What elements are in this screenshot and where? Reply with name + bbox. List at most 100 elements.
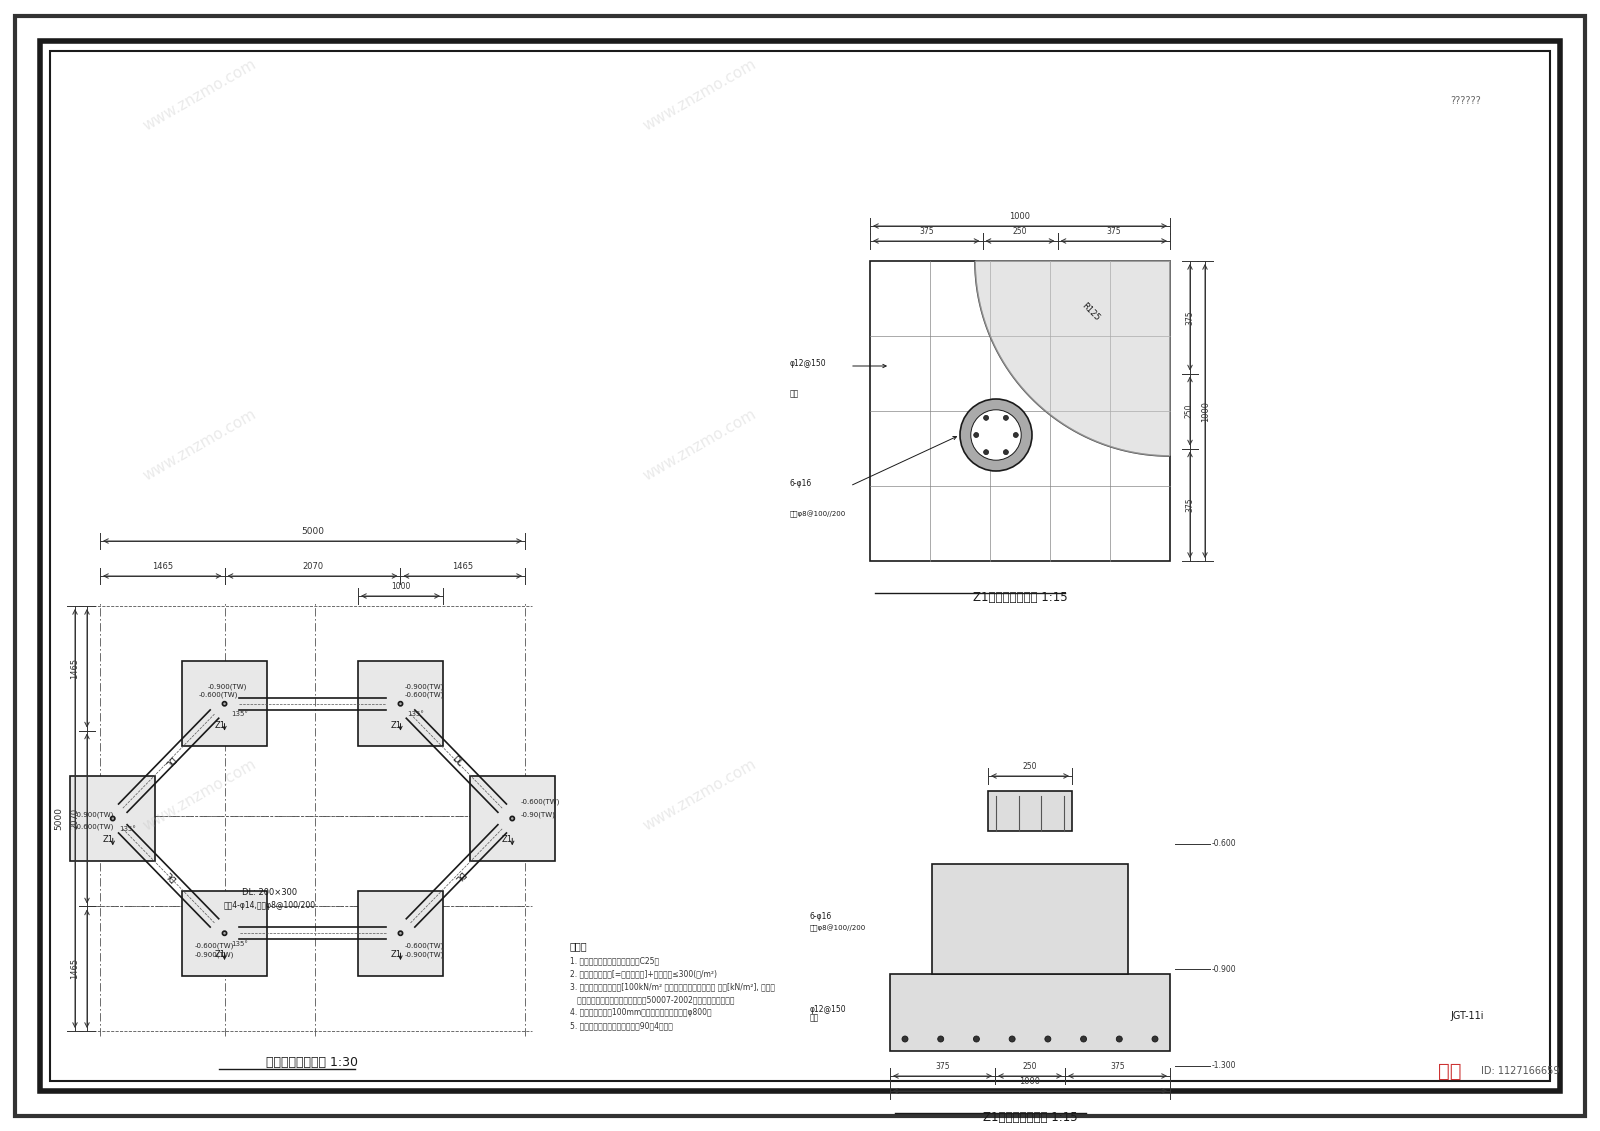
Text: 5000: 5000	[54, 808, 62, 830]
Text: 1465: 1465	[152, 562, 173, 571]
Text: 375: 375	[1107, 227, 1122, 236]
Text: 250: 250	[1022, 762, 1037, 771]
Circle shape	[398, 931, 403, 935]
Text: -0.900: -0.900	[1213, 965, 1237, 974]
Bar	[358, 662, 443, 746]
Text: Z1基础配筋剥面图 1:15: Z1基础配筋剥面图 1:15	[982, 1111, 1077, 1124]
Text: -1.300: -1.300	[1213, 1062, 1237, 1071]
Text: -0.90(TW): -0.90(TW)	[520, 811, 555, 818]
Text: -0.600(TW): -0.600(TW)	[198, 692, 238, 699]
Circle shape	[510, 817, 514, 821]
Text: -0.900(TW): -0.900(TW)	[405, 951, 445, 958]
Circle shape	[1045, 1036, 1051, 1042]
Circle shape	[938, 1036, 944, 1042]
Text: 135°: 135°	[120, 827, 136, 832]
Text: 4. 凡图中标注直径100mm孔用中心方标高及层为φ800。: 4. 凡图中标注直径100mm孔用中心方标高及层为φ800。	[570, 1008, 712, 1017]
Text: φ12@150: φ12@150	[790, 359, 827, 368]
Circle shape	[973, 1036, 979, 1042]
Text: 375: 375	[1186, 498, 1194, 512]
Text: DL: 200×300: DL: 200×300	[243, 888, 298, 897]
Text: -0.600: -0.600	[1213, 839, 1237, 848]
Circle shape	[1152, 1036, 1158, 1042]
Polygon shape	[974, 261, 1170, 456]
Text: Z1: Z1	[390, 950, 402, 959]
Text: 1000: 1000	[1202, 400, 1210, 422]
Text: -0.600(TW): -0.600(TW)	[405, 692, 445, 699]
Bar	[182, 891, 267, 976]
Text: 层回串参照《建筑地基设计规范》50007-2002进行地基加固处理。: 层回串参照《建筑地基设计规范》50007-2002进行地基加固处理。	[570, 995, 734, 1004]
Text: 双向: 双向	[810, 1013, 819, 1022]
Text: Z1: Z1	[502, 836, 514, 845]
Text: www.znzmo.com: www.znzmo.com	[640, 757, 760, 834]
Text: 375: 375	[1186, 310, 1194, 325]
Text: JGT-11i: JGT-11i	[1450, 1011, 1483, 1021]
Text: -0.900(TW): -0.900(TW)	[208, 683, 246, 690]
Text: 说明：: 说明：	[570, 941, 587, 951]
Text: 375: 375	[1110, 1062, 1125, 1071]
Text: -0.900(TW): -0.900(TW)	[195, 951, 234, 958]
Text: Z1: Z1	[390, 720, 402, 729]
Circle shape	[110, 817, 115, 821]
Text: 375: 375	[918, 227, 933, 236]
Circle shape	[1013, 432, 1018, 438]
Text: 箍筋φ8@100//200: 箍筋φ8@100//200	[790, 510, 846, 518]
Circle shape	[1003, 415, 1008, 421]
Text: 景观亭基础平面图 1:30: 景观亭基础平面图 1:30	[267, 1056, 358, 1070]
Text: DL: DL	[162, 754, 176, 768]
Text: 1000: 1000	[1010, 211, 1030, 221]
Text: www.znzmo.com: www.znzmo.com	[640, 407, 760, 484]
Text: 1465: 1465	[70, 958, 78, 979]
Text: 6-φ16: 6-φ16	[790, 480, 813, 487]
Circle shape	[222, 931, 227, 935]
Circle shape	[1003, 450, 1008, 455]
Text: 1000: 1000	[1019, 1077, 1040, 1086]
Text: 5. 景观亭中值外引力筋移边站距90为4下数据: 5. 景观亭中值外引力筋移边站距90为4下数据	[570, 1021, 674, 1030]
Bar	[358, 891, 443, 976]
Text: www.znzmo.com: www.znzmo.com	[640, 57, 760, 133]
Text: Z1基础配筋平面图 1:15: Z1基础配筋平面图 1:15	[973, 592, 1067, 604]
Text: R125: R125	[1080, 301, 1102, 323]
Text: Z1: Z1	[214, 950, 226, 959]
Text: -0.600(TW): -0.600(TW)	[75, 823, 114, 830]
Text: www.znzmo.com: www.znzmo.com	[141, 57, 259, 133]
Text: -0.600(TW): -0.600(TW)	[195, 943, 234, 949]
Text: 1. 图中未注明混凝土强度等级为C25。: 1. 图中未注明混凝土强度等级为C25。	[570, 956, 659, 965]
Text: 2070: 2070	[302, 562, 323, 571]
Bar	[182, 662, 267, 746]
Circle shape	[984, 415, 989, 421]
Text: 3. 基础承载力特征值为[100kN/m² 基础承载力标准层不低于 限制[kN/m²], 地基基: 3. 基础承载力特征值为[100kN/m² 基础承载力标准层不低于 限制[kN/…	[570, 982, 774, 991]
Text: 135°: 135°	[232, 711, 248, 717]
Text: 5000: 5000	[301, 527, 323, 536]
Text: Z1: Z1	[102, 836, 114, 845]
Text: 2070: 2070	[70, 808, 78, 829]
Text: 知末: 知末	[1438, 1062, 1462, 1080]
Circle shape	[984, 450, 989, 455]
Circle shape	[398, 701, 403, 706]
Text: www.znzmo.com: www.znzmo.com	[141, 757, 259, 834]
Text: 1465: 1465	[70, 658, 78, 679]
Text: -0.600(TW): -0.600(TW)	[520, 798, 560, 805]
Circle shape	[960, 399, 1032, 470]
Text: 135°: 135°	[232, 941, 248, 947]
Text: ID: 1127166659: ID: 1127166659	[1480, 1067, 1560, 1076]
Circle shape	[1117, 1036, 1122, 1042]
Text: ??????: ??????	[1450, 96, 1480, 106]
Text: 1000: 1000	[390, 582, 410, 592]
Bar	[890, 974, 1170, 1051]
Circle shape	[1080, 1036, 1086, 1042]
Text: 2. 基础底面标高：[=地基面标高]+局部加深≤300(方/m²): 2. 基础底面标高：[=地基面标高]+局部加深≤300(方/m²)	[570, 969, 717, 978]
Bar	[870, 261, 1170, 561]
Text: DL: DL	[450, 754, 464, 768]
Bar	[931, 864, 1128, 974]
Text: 1465: 1465	[453, 562, 474, 571]
Text: 250: 250	[1186, 404, 1194, 418]
Text: DL: DL	[453, 869, 467, 883]
Text: 375: 375	[934, 1062, 950, 1071]
Bar	[470, 776, 555, 861]
Text: 250: 250	[1022, 1062, 1037, 1071]
Text: 内配4-φ14,箍筋φ8@100/200: 内配4-φ14,箍筋φ8@100/200	[224, 900, 317, 909]
Text: DL: DL	[165, 869, 179, 883]
Text: -0.900(TW): -0.900(TW)	[75, 811, 114, 818]
Circle shape	[902, 1036, 909, 1042]
Text: 双向: 双向	[790, 389, 800, 398]
